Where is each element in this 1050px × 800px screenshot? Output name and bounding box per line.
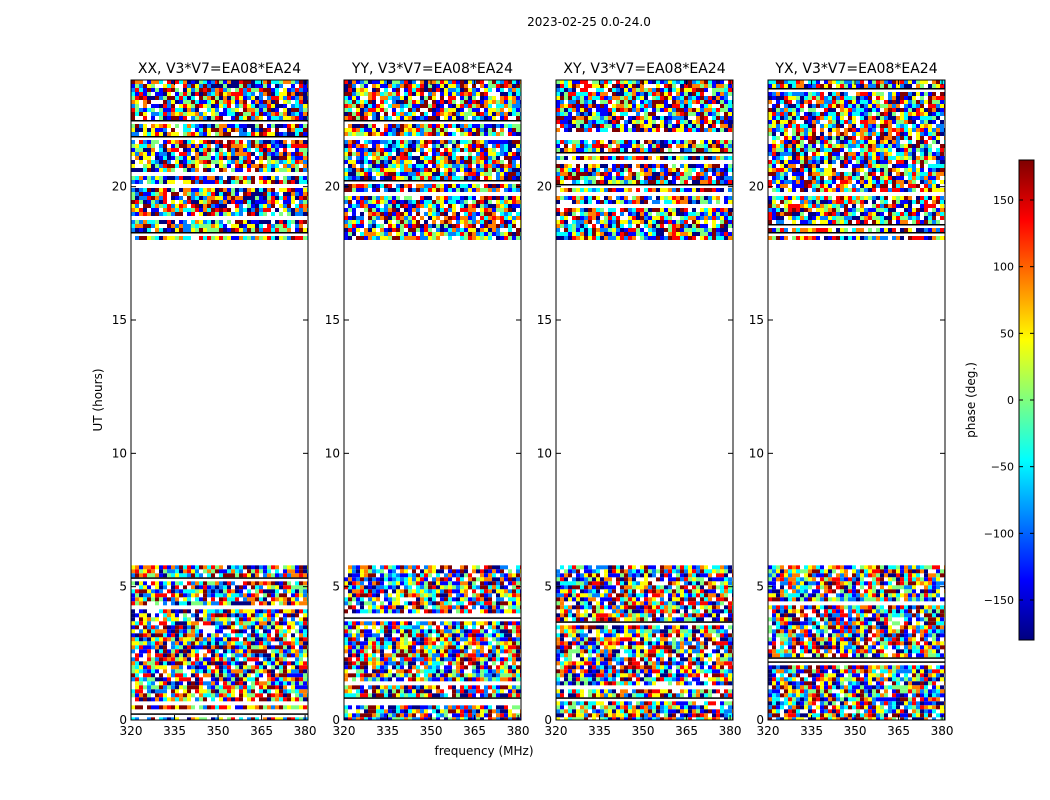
x-tick-label: 335 [800,724,823,738]
x-tick-label: 335 [163,724,186,738]
x-tick-label: 365 [675,724,698,738]
x-tick-label: 380 [931,724,954,738]
x-tick-label: 350 [844,724,867,738]
x-tick-label: 320 [120,724,143,738]
colorbar-tick-label: −100 [984,527,1014,540]
x-tick-label: 320 [333,724,356,738]
panel-frame [343,79,522,721]
colorbar-tick-label: 100 [993,261,1014,274]
phase-field [344,80,521,720]
y-tick-label: 20 [537,180,552,194]
colorbar: 150 100 50 0 −50 −100 −150 [984,159,1035,641]
y-tick-label: 5 [332,580,340,594]
figure-title: 2023-02-25 0.0-24.0 [527,15,651,29]
x-tick-label: 380 [294,724,317,738]
y-tick-label: 0 [332,713,340,727]
phase-field [556,80,733,720]
y-tick-label: 10 [537,446,552,460]
y-tick-label: 20 [749,180,764,194]
y-tick-label: 15 [325,313,340,327]
y-tick-label: 15 [749,313,764,327]
panel-title: XX, V3*V7=EA08*EA24 [138,61,301,77]
y-tick-label: 15 [537,313,552,327]
y-tick-label: 20 [112,180,127,194]
panel-frame [130,79,309,721]
x-tick-label: 350 [632,724,655,738]
colorbar-tick-label: −150 [984,594,1014,607]
y-tick-label: 10 [112,446,127,460]
panel-yx: YX, V3*V7=EA08*EA24 0 5 10 15 20 320 335 350 365 3… [749,61,954,738]
y-tick-label: 10 [749,446,764,460]
panels: XX, V3*V7=EA08*EA24 0 5 10 15 20 320 335 350 365 3… [112,61,954,738]
phase-field [131,80,308,720]
x-tick-label: 350 [420,724,443,738]
x-tick-label: 320 [757,724,780,738]
x-tick-label: 320 [545,724,568,738]
x-tick-label: 335 [376,724,399,738]
x-tick-label: 335 [588,724,611,738]
panel-frame [767,79,946,721]
y-axis-label: UT (hours) [91,368,105,431]
y-tick-label: 5 [119,580,127,594]
y-tick-label: 20 [325,180,340,194]
y-tick-label: 5 [756,580,764,594]
panel-yy: YY, V3*V7=EA08*EA24 0 5 10 15 20 320 335 350 365 3… [325,61,530,738]
panel-xx: XX, V3*V7=EA08*EA24 0 5 10 15 20 320 335 350 365 3… [112,61,317,738]
y-tick-label: 10 [325,446,340,460]
x-tick-label: 380 [507,724,530,738]
x-axis-label: frequency (MHz) [434,744,533,758]
colorbar-tick-label: 0 [1007,394,1014,407]
panel-frame [555,79,734,721]
phase-field [768,80,945,720]
y-tick-label: 15 [112,313,127,327]
colorbar-tick-label: 150 [993,194,1014,207]
colorbar-tick-label: 50 [1000,327,1014,340]
y-tick-label: 0 [544,713,552,727]
colorbar-tick-label: −50 [991,461,1014,474]
colorbar-label: phase (deg.) [964,362,978,438]
y-tick-label: 0 [756,713,764,727]
panel-xy: XY, V3*V7=EA08*EA24 0 5 10 15 20 320 335 350 365 3… [537,61,742,738]
x-tick-label: 350 [207,724,230,738]
x-tick-label: 365 [887,724,910,738]
x-tick-label: 365 [463,724,486,738]
panel-title: XY, V3*V7=EA08*EA24 [563,61,725,77]
y-tick-label: 5 [544,580,552,594]
panel-title: YX, V3*V7=EA08*EA24 [774,61,937,77]
x-tick-label: 365 [250,724,273,738]
panel-title: YY, V3*V7=EA08*EA24 [351,61,513,77]
y-tick-label: 0 [119,713,127,727]
x-tick-label: 380 [719,724,742,738]
